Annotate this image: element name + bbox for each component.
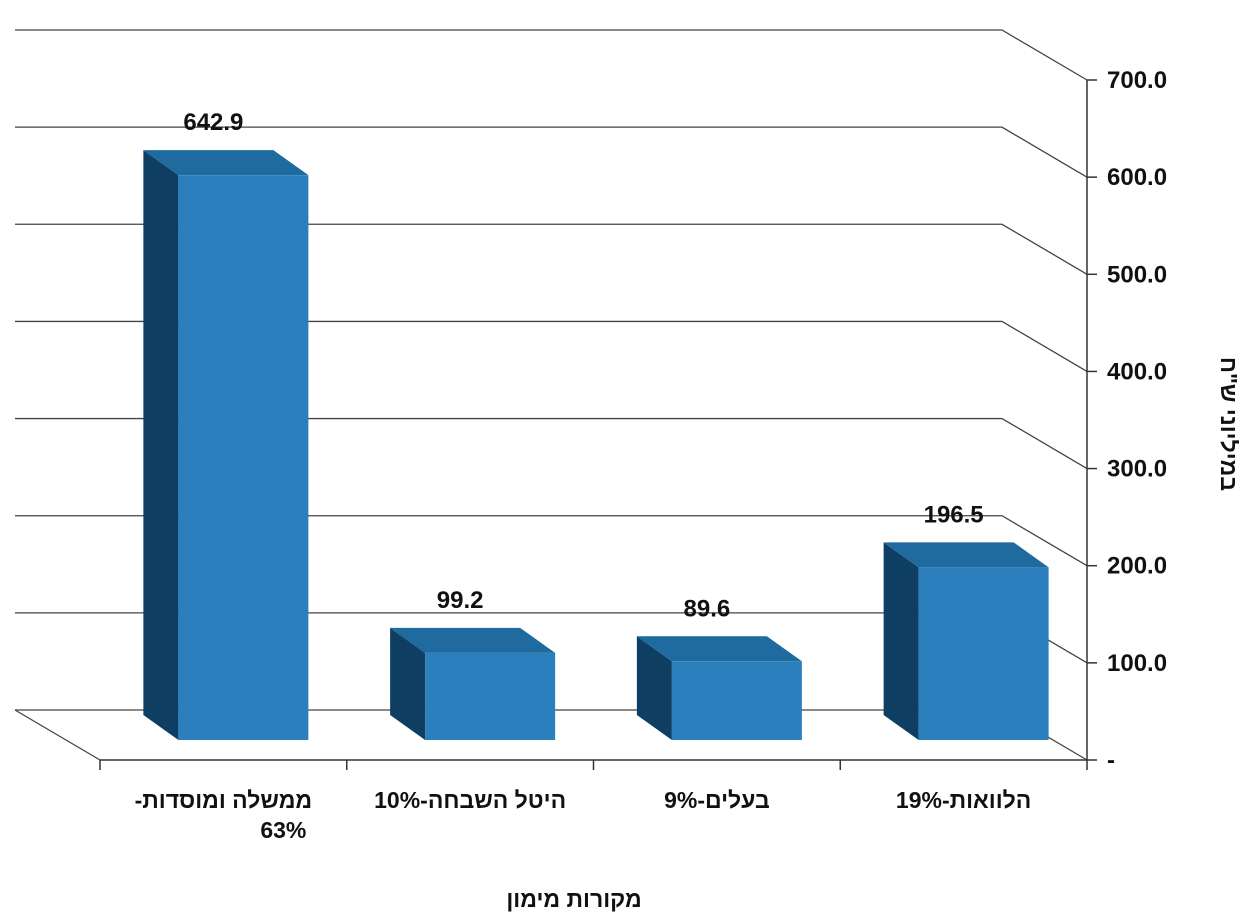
data-label: 99.2: [437, 587, 484, 614]
bar-top: [636, 636, 802, 662]
bars: [143, 150, 1049, 740]
bar-top: [390, 627, 556, 653]
gridline: [15, 29, 1088, 81]
bar: [425, 652, 556, 740]
data-label: 89.6: [684, 595, 731, 622]
floor-edge: [14, 709, 101, 761]
category-label-line2: 63%: [260, 817, 306, 843]
x-axis-title: מקורות מימון: [506, 886, 641, 912]
y-tick-label: -: [1107, 747, 1115, 774]
y-tick-label: 400.0: [1107, 358, 1167, 385]
bar-side: [636, 636, 672, 740]
category-label: בעלים-9%: [664, 787, 770, 813]
axes: [99, 79, 1097, 770]
category-label: ממשלה ומוסדות-: [135, 787, 312, 813]
bar-top: [143, 150, 309, 176]
y-axis-title: במיליוני ש"ח: [1216, 357, 1239, 491]
bar: [178, 175, 309, 740]
data-label: 196.5: [924, 501, 984, 528]
category-label: הלוואות-19%: [896, 787, 1031, 813]
y-tick-label: 100.0: [1107, 650, 1167, 677]
bar-side: [390, 627, 426, 740]
bar-side: [883, 542, 919, 740]
bar: [671, 661, 802, 740]
y-tick-label: 600.0: [1107, 164, 1167, 191]
labels: - 100.0 200.0 300.0 400.0 500.0 600.0 700.0 642.…: [135, 67, 1167, 843]
gridline: [15, 515, 1088, 567]
category-label: היטל השבחה-10%: [374, 787, 566, 813]
bar: [918, 567, 1049, 740]
gridline: [15, 223, 1088, 275]
y-tick-label: 700.0: [1107, 67, 1167, 94]
y-tick-label: 200.0: [1107, 553, 1167, 580]
data-label: 642.9: [183, 109, 243, 136]
bar-top: [883, 542, 1049, 568]
gridline: [15, 126, 1088, 178]
y-tick-label: 300.0: [1107, 456, 1167, 483]
gridline: [15, 320, 1088, 372]
gridlines: [14, 29, 1088, 761]
gridline: [15, 417, 1088, 470]
bar-side: [143, 150, 179, 740]
y-tick-label: 500.0: [1107, 261, 1167, 288]
